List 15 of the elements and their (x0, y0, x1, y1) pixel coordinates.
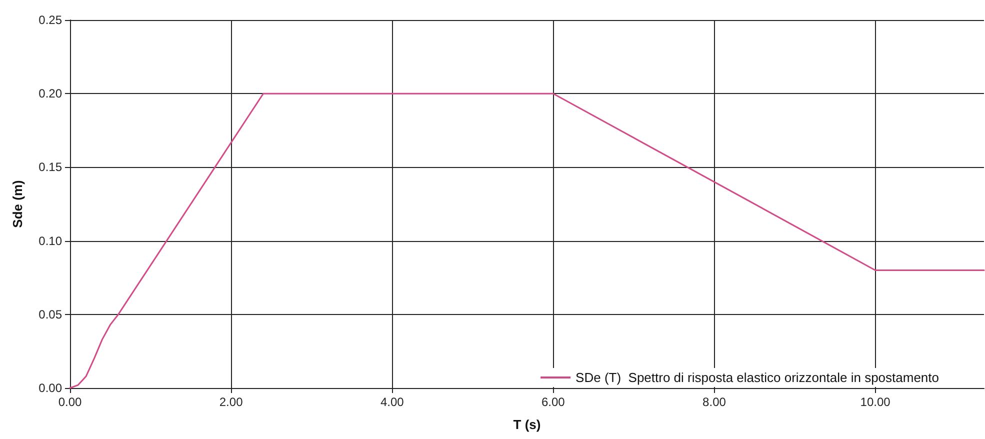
x-axis-title: T (s) (513, 417, 541, 432)
y-tick-label: 0.00 (38, 381, 62, 395)
legend-label: SDe (T) Spettro di risposta elastico orizzontale in spostamento (576, 370, 940, 385)
y-axis-title: Sde (m) (10, 180, 25, 228)
x-tick-label: 4.00 (380, 395, 404, 409)
x-tick-label: 2.00 (219, 395, 244, 409)
y-tick-label: 0.25 (38, 13, 62, 27)
y-tick-label: 0.05 (38, 307, 62, 322)
x-tick-label: 8.00 (702, 395, 726, 409)
x-tick-label: 0.00 (58, 395, 82, 409)
y-tick-label: 0.20 (38, 86, 62, 101)
x-tick-label: 6.00 (541, 395, 566, 409)
x-tick-label: 10.00 (860, 395, 891, 409)
y-tick-label: 0.10 (38, 234, 62, 248)
y-tick-label: 0.15 (38, 160, 62, 174)
